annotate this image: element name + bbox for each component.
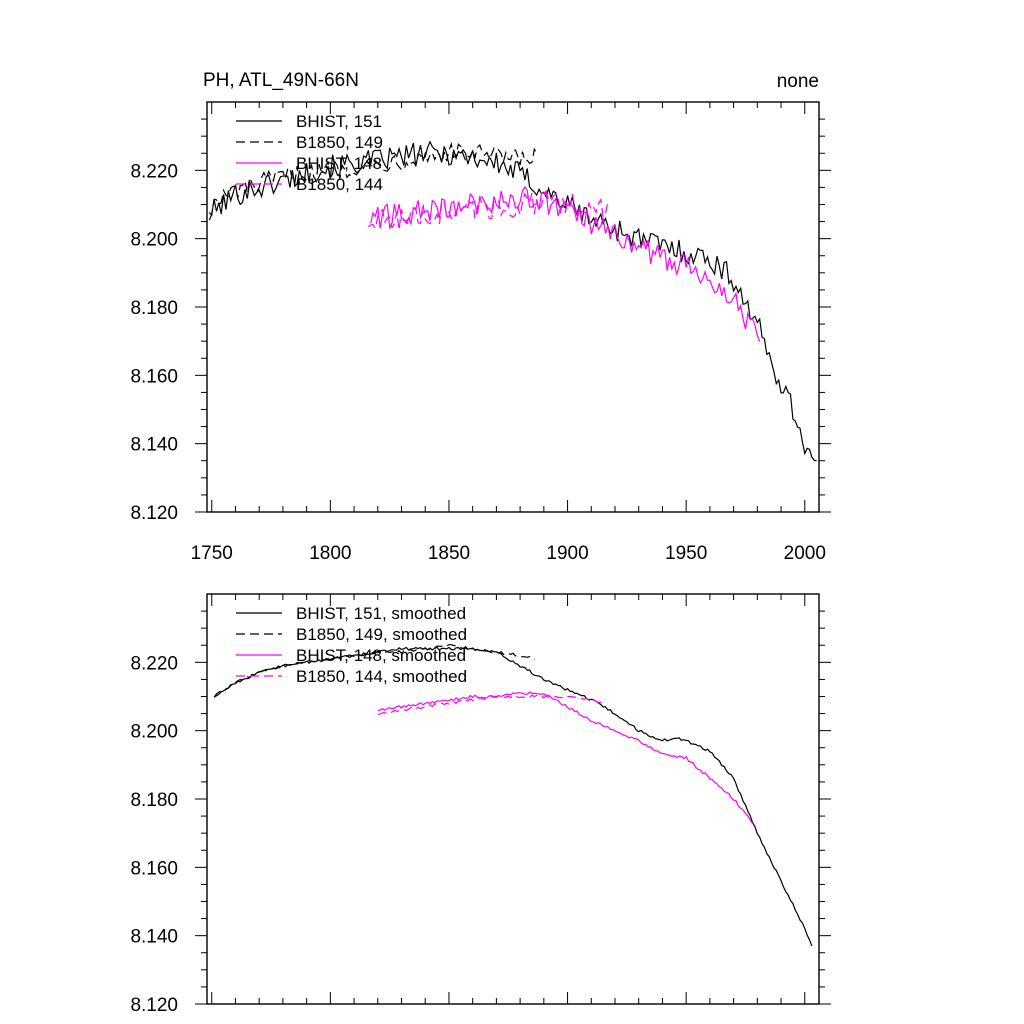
x-tick-label: 1750 xyxy=(191,543,233,564)
legend-label: B1850, 144 xyxy=(296,175,383,194)
y-tick-label: 8.220 xyxy=(130,161,178,182)
series-line xyxy=(370,185,761,342)
legend-label: BHIST, 151, smoothed xyxy=(296,604,466,623)
x-tick-label: 1900 xyxy=(546,543,588,564)
x-tick-label: 1800 xyxy=(309,543,351,564)
y-tick-label: 8.200 xyxy=(130,230,178,251)
panel-title-left: PH, ATL_49N-66N xyxy=(203,70,359,91)
plot-frame xyxy=(206,101,820,513)
legend-label: BHIST, 148, smoothed xyxy=(296,646,466,665)
x-tick-label: 1850 xyxy=(428,543,470,564)
series-line xyxy=(213,643,535,698)
series-line xyxy=(208,140,817,462)
legend-label: BHIST, 151 xyxy=(296,112,382,131)
smoothed-panel: 8.120 8.140 8.160 8.180 8.200 8.220 BHIST, 15… xyxy=(130,593,831,1016)
y-tick-label: 8.140 xyxy=(130,927,178,948)
series-line xyxy=(377,694,604,715)
legend: BHIST, 151, smoothed B1850, 149, smoothed… xyxy=(236,604,467,686)
series-line xyxy=(208,141,540,217)
y-tick-label: 8.120 xyxy=(130,995,178,1016)
legend-label: B1850, 149 xyxy=(296,133,383,152)
raw-panel: PH, ATL_49N-66N none 1750 1800 1850 1900 195… xyxy=(130,70,831,564)
y-tick-label: 8.220 xyxy=(130,653,178,674)
y-tick-label: 8.180 xyxy=(130,790,178,811)
series-line xyxy=(377,691,754,824)
legend: BHIST, 151 B1850, 149 BHIST, 148 B1850, 144 xyxy=(236,112,383,194)
panel-title-right: none xyxy=(777,71,819,92)
y-tick-label: 8.160 xyxy=(130,858,178,879)
x-tick-label: 1950 xyxy=(665,543,707,564)
legend-label: BHIST, 148 xyxy=(296,154,382,173)
y-tick-label: 8.200 xyxy=(130,722,178,743)
legend-label: B1850, 144, smoothed xyxy=(296,667,467,686)
legend-label: B1850, 149, smoothed xyxy=(296,625,467,644)
series-line xyxy=(213,646,813,947)
y-tick-label: 8.180 xyxy=(130,298,178,319)
y-tick-label: 8.120 xyxy=(130,503,178,524)
y-tick-label: 8.160 xyxy=(130,366,178,387)
x-tick-label: 2000 xyxy=(784,543,826,564)
y-tick-label: 8.140 xyxy=(130,435,178,456)
plot-frame xyxy=(206,593,820,1005)
